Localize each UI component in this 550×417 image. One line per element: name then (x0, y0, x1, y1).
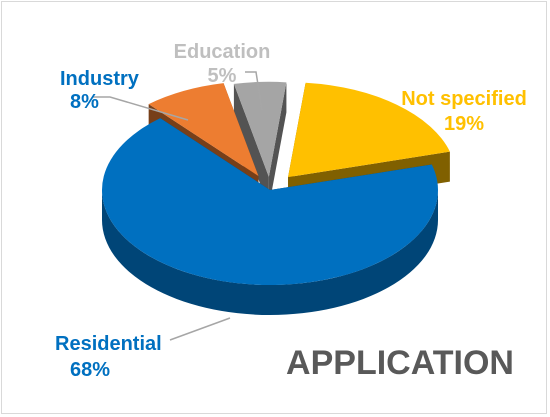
leader-industry (92, 96, 189, 121)
slice-label-not-specified: Not specified (401, 88, 527, 110)
slice-label-residential: Residential (55, 333, 162, 355)
leader-education (245, 71, 263, 111)
slice-education (233, 81, 287, 177)
leader-residential (169, 317, 231, 341)
slice-rim-residential-0 (102, 190, 438, 315)
slice-wall-education-0 (233, 83, 269, 207)
chart-title: APPLICATION (286, 344, 514, 382)
pie-slices (101, 81, 450, 315)
slice-label-education: Education (174, 41, 271, 63)
slice-value-education: 5% (208, 65, 237, 87)
slice-wall-education-1 (268, 82, 287, 207)
slice-industry (148, 83, 259, 177)
slice-label-industry: Industry (60, 68, 140, 90)
slice-not-specified (288, 82, 450, 178)
slice-residential (101, 118, 438, 286)
leader-lines (92, 71, 263, 341)
slice-value-not-specified: 19% (444, 113, 484, 135)
slice-value-industry: 8% (70, 91, 99, 113)
slice-value-residential: 68% (70, 359, 110, 381)
